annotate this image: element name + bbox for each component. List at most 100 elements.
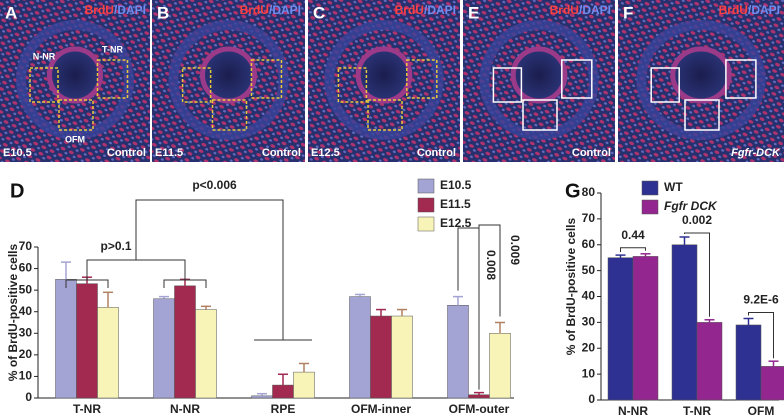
y-tick-label: 50: [19, 282, 33, 296]
optic-cup: [168, 20, 289, 140]
stain-brdu: BrdU: [240, 3, 269, 17]
micrograph-row: A BrdU/DAPI E10.5 Control N-NR T-NR OFM B BrdU/D…: [0, 0, 784, 162]
lens: [670, 46, 732, 104]
region-label: N-NR: [33, 51, 56, 61]
bar: [174, 285, 196, 399]
x-tick-label: OFM-outer: [449, 402, 510, 416]
annotation: 0.009: [508, 235, 522, 265]
stain-label: BrdU/DAPI: [395, 3, 456, 17]
y-tick-label: 0: [588, 392, 595, 406]
x-tick-label: N-NR: [618, 404, 648, 417]
stain-brdu: BrdU: [85, 3, 114, 17]
condition-label: Control: [107, 147, 146, 159]
legend-label: Fgfr DCK: [664, 199, 718, 213]
bar: [349, 296, 371, 399]
lens: [47, 46, 103, 104]
bar: [272, 384, 294, 399]
region-box: [492, 67, 523, 103]
x-tick-label: N-NR: [170, 402, 200, 416]
bar: [195, 309, 217, 399]
y-tick-label: 50: [582, 263, 596, 277]
bar: [632, 256, 659, 401]
y-tick-label: 30: [582, 315, 596, 329]
bracket: [684, 232, 710, 317]
bar: [55, 279, 77, 399]
stain-brdu: BrdU: [395, 3, 424, 17]
panel-letter: F: [623, 3, 633, 22]
stain-label: BrdU/DAPI: [85, 3, 146, 17]
y-tick-label: 40: [19, 304, 33, 318]
legend-swatch: [417, 197, 435, 213]
annotation: 0.44: [621, 228, 645, 242]
bar: [735, 324, 762, 401]
stain-label: BrdU/DAPI: [240, 3, 301, 17]
bracket: [135, 199, 284, 340]
region-box: [406, 59, 438, 99]
x-tick-label: T-NR: [73, 402, 101, 416]
y-tick-label: 10: [19, 369, 33, 383]
annotation: 9.2E-6: [743, 293, 779, 307]
region-label: T-NR: [102, 44, 123, 54]
legend-swatch: [417, 216, 435, 232]
legend-label: E12.5: [440, 216, 472, 230]
bar: [671, 244, 698, 401]
condition-label: Fgfr-DCK: [731, 147, 781, 159]
region-box: [337, 67, 368, 103]
bar: [447, 304, 469, 399]
stain-label: BrdU/DAPI: [719, 3, 780, 17]
x-tick-label: T-NR: [683, 404, 711, 417]
bar: [76, 283, 98, 399]
stain-dapi: /DAPI: [269, 3, 301, 17]
panel-letter: E: [468, 3, 479, 22]
region-box: [650, 67, 680, 103]
stain-dapi: /DAPI: [424, 3, 456, 17]
lens: [355, 46, 413, 104]
legend-swatch: [641, 199, 659, 215]
stain-brdu: BrdU: [550, 3, 579, 17]
region-box: [725, 59, 757, 99]
chart-letter: G: [565, 180, 581, 202]
stage-label: E12.5: [311, 147, 340, 159]
stain-brdu: BrdU: [719, 3, 748, 17]
y-tick-label: 20: [19, 347, 33, 361]
annotation: p<0.006: [192, 178, 237, 192]
lens: [510, 46, 568, 104]
stain-label: BrdU/DAPI: [550, 3, 611, 17]
bar: [696, 322, 723, 401]
stage-label: E11.5: [155, 147, 183, 159]
panel-letter: A: [5, 3, 17, 22]
bracket: [457, 227, 480, 390]
legend-label: WT: [664, 180, 683, 194]
bar: [293, 371, 315, 399]
bar: [370, 315, 392, 399]
bar: [468, 394, 490, 399]
bracket: [620, 247, 646, 253]
stain-dapi: /DAPI: [114, 3, 146, 17]
stain-dapi: /DAPI: [748, 3, 780, 17]
y-axis-label: % of BrdU-positive cells: [6, 244, 20, 382]
annotation: p>0.1: [100, 239, 131, 253]
y-tick-label: 60: [582, 237, 596, 251]
chart-letter: D: [10, 180, 24, 202]
optic-cup: [636, 20, 766, 140]
bar: [760, 366, 784, 401]
annotation: 0.002: [682, 213, 712, 227]
panel-letter: C: [313, 3, 325, 22]
lens: [199, 46, 258, 104]
condition-label: Control: [262, 147, 301, 159]
y-tick-label: 70: [19, 239, 33, 253]
x-tick-label: OFM: [748, 404, 775, 417]
bar: [607, 257, 634, 401]
legend-label: E10.5: [440, 178, 472, 192]
bar: [391, 315, 413, 399]
x-tick-label: RPE: [271, 402, 296, 416]
x-tick-label: OFM-inner: [351, 402, 411, 416]
optic-cup: [324, 20, 444, 140]
annotation: 0.008: [484, 250, 498, 280]
region-box: [29, 67, 59, 103]
y-tick-label: 10: [582, 366, 596, 380]
y-tick-label: 80: [582, 185, 596, 199]
y-tick-label: 0: [25, 390, 32, 404]
legend-label: E11.5: [440, 197, 471, 211]
